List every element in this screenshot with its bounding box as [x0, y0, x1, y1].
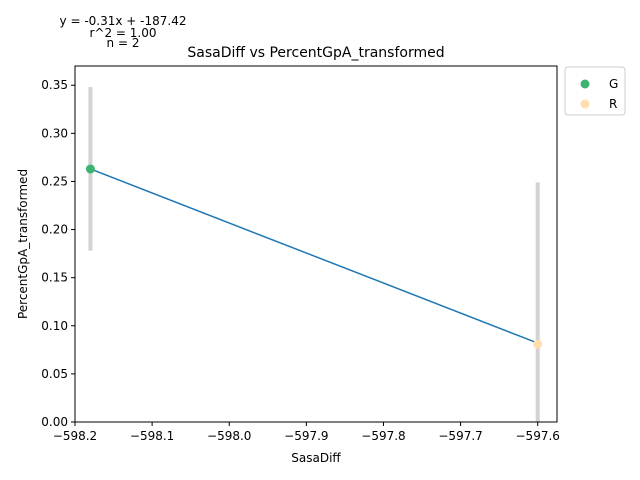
legend-label-r: R	[609, 97, 617, 111]
y-tick-label: 0.15	[41, 271, 68, 285]
error-bars	[88, 87, 540, 422]
x-tick-label: −598.2	[53, 429, 97, 443]
plot-area: −598.2 −598.1 −598.0 −597.9 −597.8 −597.7 −597…	[41, 65, 560, 443]
y-axis-ticks: 0.00 0.05 0.10 0.15 0.20 0.25 0.30 0.35	[41, 78, 75, 429]
fit-line-group	[90, 168, 538, 344]
data-point-g	[85, 164, 95, 174]
x-tick-label: −598.0	[207, 429, 251, 443]
y-tick-label: 0.10	[41, 319, 68, 333]
x-tick-label: −598.1	[130, 429, 174, 443]
x-axis-label: SasaDiff	[291, 451, 341, 465]
legend: G R	[564, 66, 626, 116]
y-tick-label: 0.00	[41, 415, 68, 429]
x-tick-label: −597.8	[361, 429, 405, 443]
data-point-r	[533, 339, 543, 349]
legend-box	[564, 66, 626, 116]
legend-label-g: G	[609, 77, 618, 91]
data-points	[85, 164, 543, 349]
y-axis-label: PercentGpA_transformed	[16, 169, 30, 319]
annotation-equation: y = -0.31x + -187.42	[60, 14, 187, 28]
x-tick-label: −597.9	[284, 429, 328, 443]
y-tick-label: 0.20	[41, 223, 68, 237]
plot-frame	[74, 65, 558, 423]
x-tick-label: −597.7	[438, 429, 482, 443]
fit-line	[90, 168, 538, 344]
chart-title: SasaDiff vs PercentGpA_transformed	[187, 45, 444, 61]
x-tick-label: −597.6	[516, 429, 560, 443]
x-axis-ticks: −598.2 −598.1 −598.0 −597.9 −597.8 −597.7 −597…	[53, 422, 560, 443]
annotation-r-squared: r^2 = 1.00	[89, 26, 156, 40]
legend-marker-r	[580, 99, 590, 109]
y-tick-label: 0.25	[41, 174, 68, 188]
y-tick-label: 0.35	[41, 78, 68, 92]
y-tick-label: 0.05	[41, 367, 68, 381]
annotation-n: n = 2	[107, 36, 140, 50]
y-tick-label: 0.30	[41, 126, 68, 140]
legend-marker-g	[580, 79, 590, 89]
